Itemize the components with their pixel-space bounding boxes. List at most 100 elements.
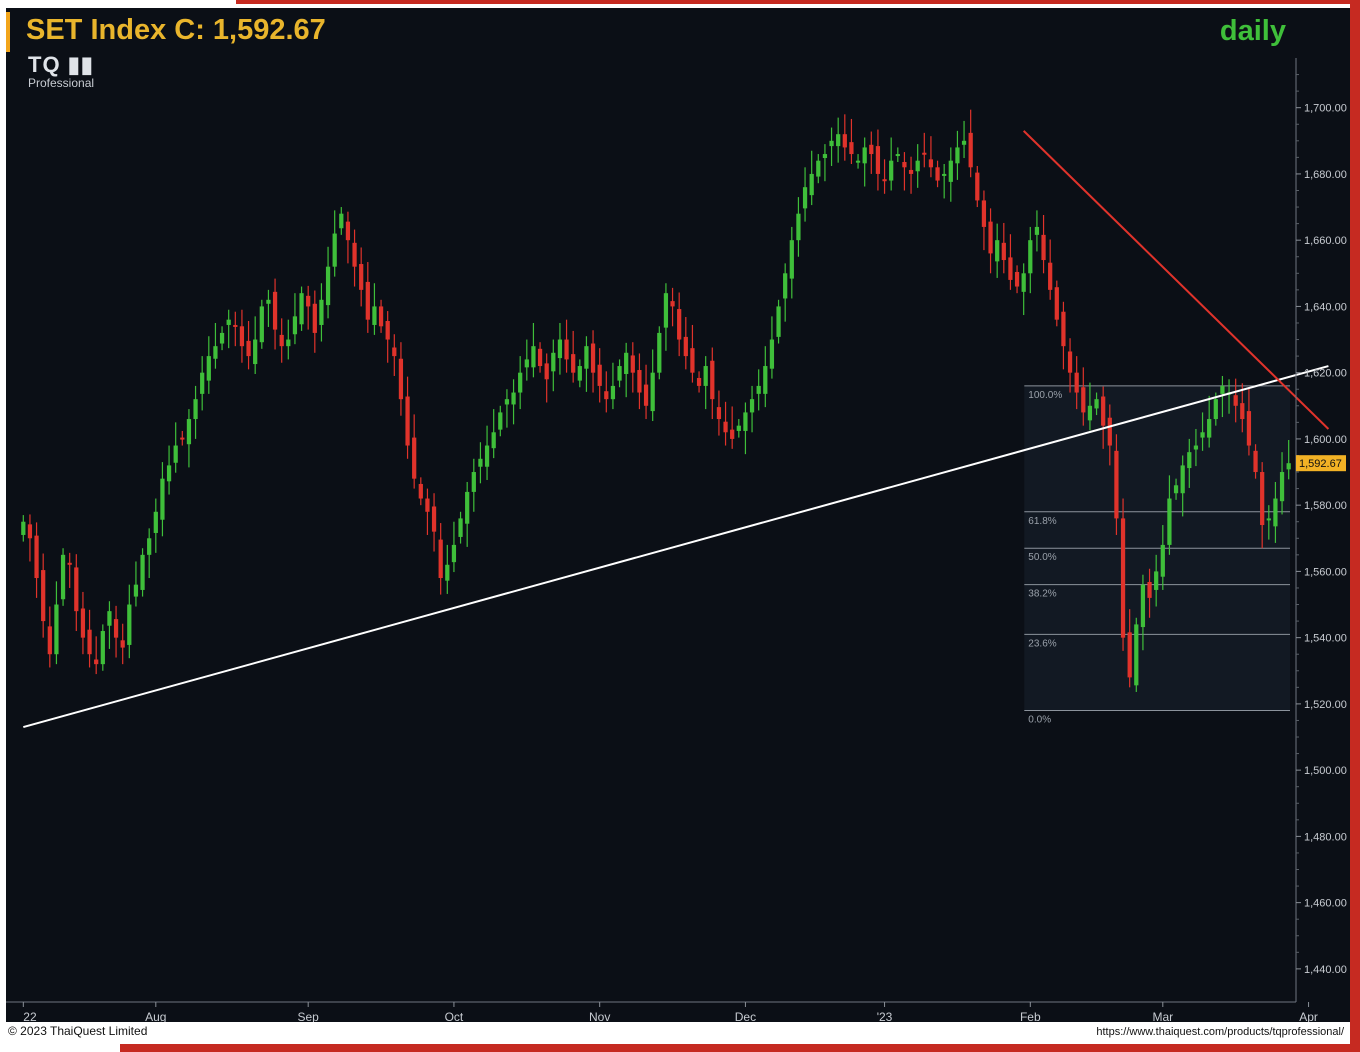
candle-body	[438, 539, 443, 579]
x-tick-label: 22	[23, 1010, 37, 1022]
candle-body	[657, 332, 662, 373]
candle-body	[902, 162, 907, 168]
fib-level-label: 23.6%	[1028, 638, 1056, 649]
candle	[484, 425, 490, 480]
candle	[504, 389, 510, 428]
candle-body	[1173, 485, 1179, 494]
candle	[94, 636, 99, 675]
candle	[54, 581, 59, 665]
candle	[511, 379, 516, 425]
candle	[1028, 226, 1033, 294]
candle	[445, 544, 450, 594]
candle	[153, 498, 158, 553]
candle-body	[663, 293, 669, 328]
candle	[968, 109, 973, 178]
candle-body	[451, 544, 457, 563]
red-frame-bottom	[120, 1044, 1360, 1052]
candle-body	[769, 339, 775, 369]
x-tick-label: '23	[877, 1010, 893, 1022]
fib-level-label: 0.0%	[1028, 715, 1051, 726]
candle	[1140, 574, 1146, 651]
source-url[interactable]: https://www.thaiquest.com/products/tqpro…	[1096, 1026, 1344, 1038]
candle	[405, 376, 410, 459]
candle	[796, 197, 801, 257]
candle-body	[789, 240, 794, 279]
candle-body	[398, 358, 404, 400]
candle	[292, 293, 298, 345]
candle	[1240, 383, 1245, 433]
fib-level-label: 61.8%	[1028, 516, 1056, 527]
candle-body	[1041, 234, 1046, 261]
candle-body	[842, 134, 847, 148]
candle	[1187, 438, 1192, 488]
candle-body	[392, 347, 397, 357]
candle-body	[213, 346, 218, 359]
candle-body	[809, 173, 814, 196]
candle	[1107, 404, 1112, 466]
candle	[1273, 481, 1278, 543]
candle-body	[193, 399, 198, 420]
candle	[955, 130, 960, 180]
fib-level-label: 50.0%	[1028, 552, 1056, 563]
candle	[385, 311, 390, 363]
candle	[352, 229, 357, 287]
candle-body	[332, 233, 337, 267]
candle-body	[319, 299, 324, 325]
candle-body	[465, 491, 470, 524]
candlestick-chart[interactable]: 100.0%61.8%50.0%38.2%23.6%0.0% 1,700.001…	[6, 8, 1350, 1022]
y-tick-label: 1,680.00	[1304, 169, 1347, 181]
y-tick-label: 1,580.00	[1304, 500, 1347, 512]
candle	[345, 211, 351, 264]
x-axis: 22 Aug Sep Oct Nov Dec '23 Feb Mar Apr	[6, 1001, 1318, 1022]
candle-body	[942, 173, 947, 176]
candle	[544, 353, 549, 403]
candle-body	[915, 160, 920, 172]
candle	[630, 342, 635, 393]
candle	[1253, 444, 1258, 479]
candle	[584, 336, 589, 392]
candle-body	[1067, 351, 1073, 373]
candle-body	[1120, 518, 1126, 638]
candle-body	[1213, 399, 1218, 420]
candle	[1127, 609, 1132, 688]
candle-body	[491, 432, 496, 449]
candle	[928, 136, 934, 178]
candle	[166, 445, 172, 495]
candle-body	[173, 445, 178, 463]
x-tick-label: Dec	[735, 1010, 756, 1022]
candle-body	[1220, 385, 1225, 394]
candle-body	[498, 412, 503, 430]
candle	[597, 348, 602, 403]
candle-body	[577, 366, 582, 381]
candle	[869, 131, 874, 174]
red-frame-right	[1350, 0, 1360, 1052]
fibonacci-retracement: 100.0% 61.8% 50.0% 38.2% 23.6% 0.0%	[1024, 385, 1290, 726]
candle-body	[948, 160, 953, 182]
candle-body	[723, 421, 728, 433]
candle	[571, 330, 576, 383]
candle-body	[1074, 372, 1079, 393]
candle-body	[783, 273, 788, 299]
candle	[802, 167, 808, 222]
candle	[259, 299, 264, 349]
candle	[1001, 222, 1006, 274]
candle-body	[226, 319, 231, 325]
candle-body	[1279, 472, 1285, 502]
candle-body	[995, 240, 1000, 262]
candle-body	[822, 154, 828, 159]
candle	[882, 159, 887, 194]
candle-body	[385, 320, 390, 340]
candle	[902, 152, 907, 191]
candle-body	[597, 364, 602, 386]
candle	[981, 190, 987, 251]
candle-body	[1167, 498, 1172, 545]
candle	[551, 339, 556, 392]
candle-body	[1193, 445, 1199, 450]
candle-body	[107, 611, 112, 626]
candle-body	[928, 159, 934, 168]
bar-chart-icon: ▮▮	[67, 52, 94, 77]
candle	[670, 287, 675, 327]
candle	[107, 601, 112, 649]
candle-body	[67, 562, 72, 565]
candle-body	[127, 604, 132, 645]
